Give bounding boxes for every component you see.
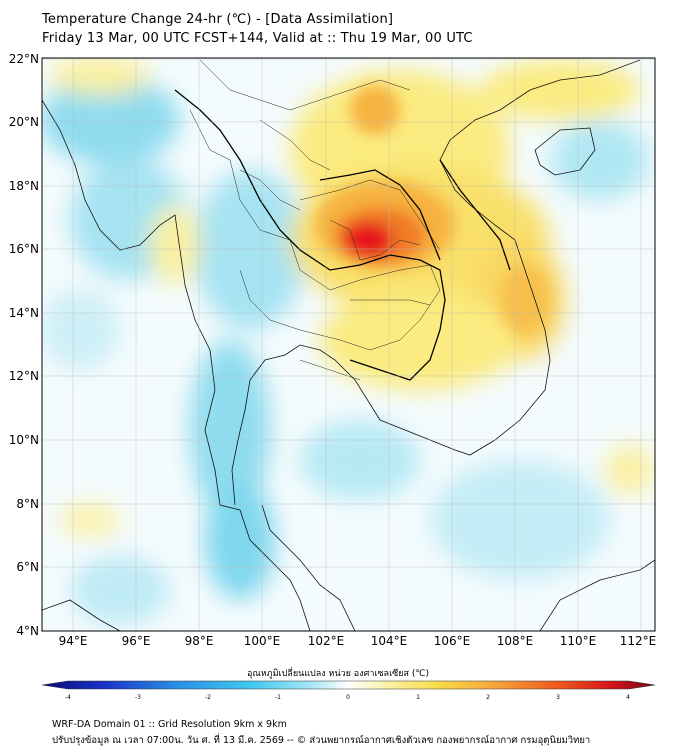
lon-axis: 94°E 96°E 98°E 100°E 102°E 104°E 106°E 1… xyxy=(59,634,657,648)
lat-label: 4°N xyxy=(16,624,39,638)
lon-label: 100°E xyxy=(244,634,281,648)
lat-label: 12°N xyxy=(9,369,39,383)
lon-label: 110°E xyxy=(560,634,597,648)
coastlines xyxy=(42,59,655,631)
lon-label: 112°E xyxy=(620,634,657,648)
lat-label: 16°N xyxy=(9,242,39,256)
lat-label: 10°N xyxy=(9,433,39,447)
colorbar-tick: 3 xyxy=(556,694,560,701)
lon-label: 104°E xyxy=(371,634,408,648)
colorbar-tick: 4 xyxy=(626,694,630,701)
lat-label: 6°N xyxy=(16,560,39,574)
lat-label: 20°N xyxy=(9,115,39,129)
lon-label: 96°E xyxy=(122,634,151,648)
footer-domain-info: WRF-DA Domain 01 :: Grid Resolution 9km … xyxy=(52,719,287,730)
colorbar-tick: 1 xyxy=(416,694,420,701)
lon-label: 102°E xyxy=(308,634,345,648)
lat-axis: 22°N 20°N 18°N 16°N 14°N 12°N 10°N 8°N 6… xyxy=(9,52,39,638)
admin-boundaries xyxy=(189,59,441,381)
colorbar-tick: -3 xyxy=(135,694,141,701)
lat-label: 18°N xyxy=(9,179,39,193)
lon-label: 106°E xyxy=(434,634,471,648)
map-subtitle: Friday 13 Mar, 00 UTC FCST+144, Valid at… xyxy=(42,31,473,46)
colorbar-tick: -1 xyxy=(275,694,281,701)
lon-label: 98°E xyxy=(185,634,214,648)
country-borders xyxy=(174,89,511,381)
colorbar: -4 -3 -2 -1 0 1 2 3 4 xyxy=(41,680,656,701)
map-frame xyxy=(41,57,656,632)
graticule xyxy=(42,58,655,631)
map-title: Temperature Change 24-hr (℃) - [Data Ass… xyxy=(42,12,394,27)
lat-label: 22°N xyxy=(9,52,39,66)
lon-label: 108°E xyxy=(497,634,534,648)
colorbar-label: อุณหภูมิเปลี่ยนแปลง หน่วย องศาเซลเซียส (… xyxy=(246,669,430,679)
lat-label: 8°N xyxy=(16,497,39,511)
colorbar-tick: -2 xyxy=(205,694,211,701)
lon-label: 94°E xyxy=(59,634,88,648)
colorbar-tick: 2 xyxy=(486,694,490,701)
colorbar-tick: 0 xyxy=(346,694,350,701)
footer-update-info: ปรับปรุงข้อมูล ณ เวลา 07:00น. วัน ศ. ที่… xyxy=(52,735,591,746)
temperature-field xyxy=(42,58,655,631)
colorbar-bar xyxy=(41,680,656,690)
colorbar-tick: -4 xyxy=(65,694,71,701)
lat-label: 14°N xyxy=(9,306,39,320)
